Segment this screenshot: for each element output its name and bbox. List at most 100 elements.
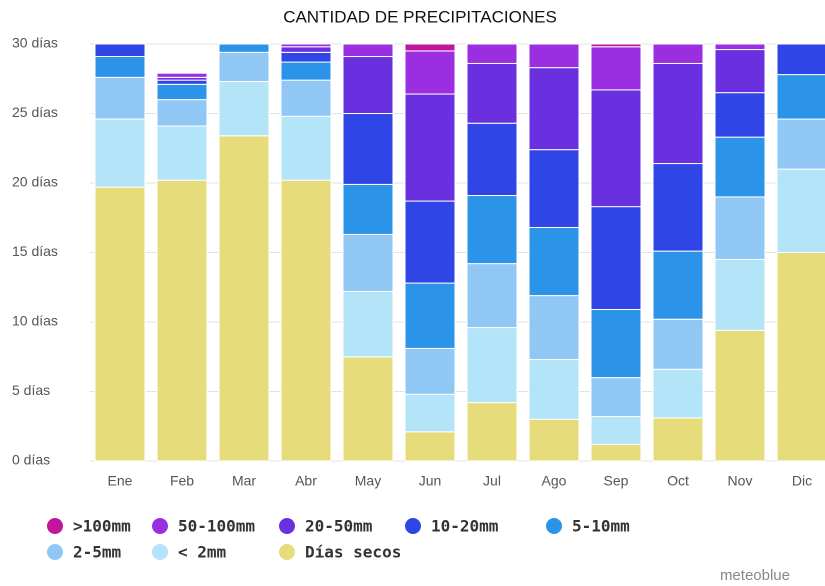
legend-swatch bbox=[279, 544, 295, 560]
bar-segment bbox=[280, 46, 332, 53]
bar-segment bbox=[590, 46, 642, 91]
bar-segment bbox=[342, 290, 394, 358]
x-tick-label: Sep bbox=[604, 473, 629, 489]
bar-segment bbox=[652, 62, 704, 165]
bar-segment bbox=[528, 43, 580, 69]
bar-segment bbox=[280, 179, 332, 462]
bar-segment bbox=[342, 233, 394, 292]
bar-segment bbox=[528, 226, 580, 297]
bar-segment bbox=[156, 72, 208, 78]
bar-segment bbox=[776, 74, 825, 120]
legend-swatch bbox=[546, 518, 562, 534]
bar-segment bbox=[590, 89, 642, 208]
bar-segment bbox=[342, 356, 394, 462]
bar-segment bbox=[714, 329, 766, 462]
bar-segment bbox=[528, 149, 580, 228]
bar-segment bbox=[94, 118, 146, 188]
bar-segment bbox=[94, 76, 146, 120]
y-tick-label: 20 días bbox=[12, 174, 58, 190]
legend-label: >100mm bbox=[73, 517, 131, 536]
legend-label: 5-10mm bbox=[572, 517, 630, 536]
bar-segment bbox=[280, 61, 332, 81]
bar-segment bbox=[652, 368, 704, 419]
bar-segment bbox=[404, 93, 456, 202]
legend-swatch bbox=[47, 518, 63, 534]
bar-segment bbox=[776, 118, 825, 170]
legend-label: 10-20mm bbox=[431, 517, 499, 536]
legend-label: 2-5mm bbox=[73, 543, 122, 562]
x-tick-label: Nov bbox=[728, 473, 753, 489]
bar-segment bbox=[218, 135, 270, 462]
bar-segment bbox=[404, 200, 456, 284]
legend-swatch bbox=[405, 518, 421, 534]
bar-segment bbox=[528, 295, 580, 361]
bar-segment bbox=[652, 417, 704, 462]
bar-segment bbox=[280, 43, 332, 48]
bar-segment bbox=[280, 115, 332, 181]
bar-segment bbox=[714, 258, 766, 331]
chart-title: CANTIDAD DE PRECIPITACIONES bbox=[283, 7, 557, 26]
x-tick-label: Abr bbox=[295, 473, 317, 489]
bar-segment bbox=[590, 416, 642, 445]
bar-segment bbox=[156, 83, 208, 101]
x-tick-label: Oct bbox=[667, 473, 689, 489]
bar-segment bbox=[590, 443, 642, 462]
bar-segment bbox=[342, 56, 394, 114]
bar-segment bbox=[404, 393, 456, 433]
bar-segment bbox=[404, 431, 456, 462]
bar-segment bbox=[652, 163, 704, 252]
y-tick-label: 25 días bbox=[12, 104, 58, 120]
bar-segment bbox=[590, 43, 642, 48]
y-tick-label: 15 días bbox=[12, 243, 58, 259]
bar-segment bbox=[466, 62, 518, 124]
legend-label: Días secos bbox=[305, 543, 401, 562]
bar-segment bbox=[94, 43, 146, 58]
bar-segment bbox=[776, 252, 825, 462]
bar-segment bbox=[156, 79, 208, 85]
y-tick-label: 0 días bbox=[12, 452, 50, 468]
bar-segment bbox=[156, 125, 208, 181]
bar-segment bbox=[590, 206, 642, 310]
legend-label: 20-50mm bbox=[305, 517, 373, 536]
bar-segment bbox=[218, 51, 270, 83]
bar-segment bbox=[466, 122, 518, 197]
y-tick-label: 10 días bbox=[12, 313, 58, 329]
x-tick-label: Ago bbox=[542, 473, 567, 489]
bar-segment bbox=[528, 359, 580, 420]
bar-segment bbox=[404, 282, 456, 349]
legend-swatch bbox=[47, 544, 63, 560]
bar-segment bbox=[404, 347, 456, 395]
x-tick-label: Jul bbox=[483, 473, 501, 489]
bar-segment bbox=[776, 168, 825, 254]
bar-segment bbox=[466, 402, 518, 462]
x-tick-label: Dic bbox=[792, 473, 812, 489]
x-tick-label: Ene bbox=[108, 473, 133, 489]
bar-segment bbox=[156, 99, 208, 127]
legend-swatch bbox=[152, 518, 168, 534]
bar-segment bbox=[466, 43, 518, 64]
legend-label: < 2mm bbox=[178, 543, 227, 562]
bar-segment bbox=[714, 136, 766, 198]
legend-swatch bbox=[279, 518, 295, 534]
bar-segment bbox=[590, 308, 642, 379]
y-tick-label: 30 días bbox=[12, 35, 58, 51]
bar-segment bbox=[94, 56, 146, 78]
bar-segment bbox=[466, 195, 518, 265]
bar-segment bbox=[652, 43, 704, 64]
legend-label: 50-100mm bbox=[178, 517, 255, 536]
bar-segment bbox=[528, 67, 580, 151]
bar-segment bbox=[342, 183, 394, 235]
credit: meteoblue bbox=[720, 567, 790, 584]
x-tick-label: Feb bbox=[170, 473, 194, 489]
bar-segment bbox=[218, 81, 270, 137]
x-tick-label: Mar bbox=[232, 473, 256, 489]
bar-segment bbox=[652, 250, 704, 320]
bar-segment bbox=[94, 186, 146, 462]
x-tick-label: Jun bbox=[419, 473, 442, 489]
bar-segment bbox=[342, 113, 394, 185]
bar-segment bbox=[528, 418, 580, 462]
bar-segment bbox=[714, 49, 766, 94]
legend-swatch bbox=[152, 544, 168, 560]
bar-segment bbox=[404, 50, 456, 95]
